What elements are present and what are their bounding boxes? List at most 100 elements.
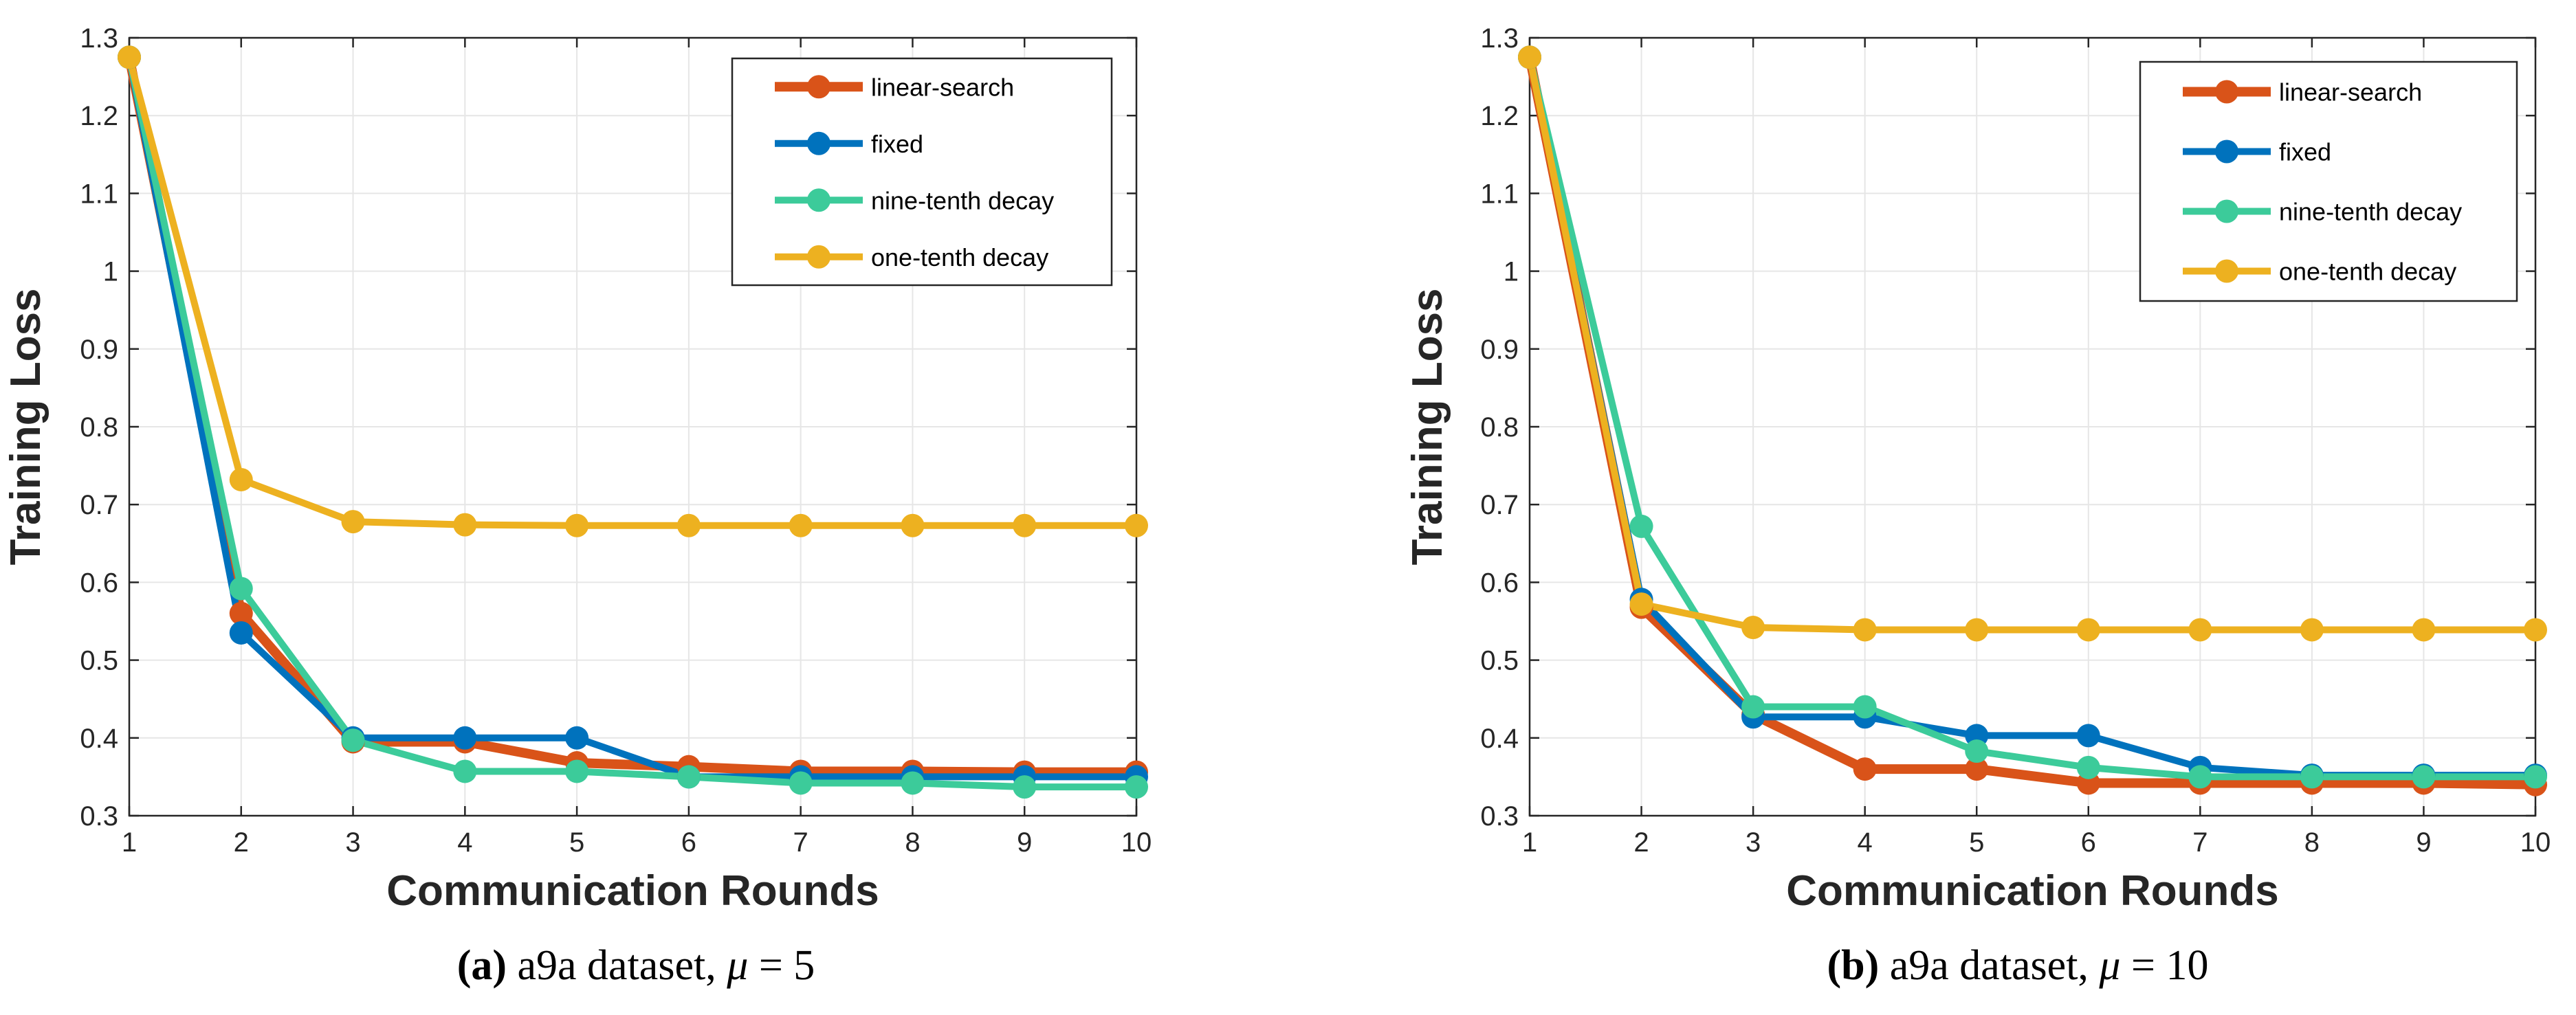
data-point [1741, 695, 1765, 719]
data-point [565, 759, 589, 783]
y-tick-label: 0.4 [1480, 724, 1519, 754]
y-tick-label: 1.2 [80, 101, 118, 131]
caption-a: (a) a9a dataset, μ = 5 [457, 941, 815, 990]
data-point [2300, 618, 2324, 642]
legend-entry: linear-search [2279, 78, 2422, 107]
data-point [2076, 755, 2100, 779]
series-line-2 [126, 54, 1140, 791]
caption-a-letter: (a) [456, 942, 507, 989]
series-line-0 [124, 52, 1141, 777]
data-point [229, 601, 253, 625]
data-point [565, 513, 589, 537]
data-point [789, 771, 813, 795]
data-point [676, 513, 701, 537]
data-point [1853, 695, 1877, 719]
x-tick-label: 5 [1969, 827, 1984, 858]
x-tick-label: 3 [345, 827, 360, 858]
caption-a-mu: μ [727, 942, 749, 989]
legend-entry: fixed [2279, 138, 2331, 166]
caption-b-mu: μ [2099, 942, 2121, 989]
legend: linear-search fixed nine-tenth decay one-te… [731, 57, 1113, 287]
y-tick-label: 0.4 [80, 724, 118, 754]
data-point [118, 45, 141, 69]
y-tick-label: 1.2 [1480, 101, 1519, 131]
caption-b-text: a9a dataset, [1879, 942, 2100, 989]
data-point [1965, 618, 1989, 642]
data-point [1965, 739, 1989, 763]
legend-swatch-marker [807, 188, 830, 212]
x-tick-label: 6 [681, 827, 696, 858]
legend-entry: fixed [871, 130, 923, 158]
x-axis-label: Communication Rounds [1786, 867, 2278, 915]
legend-entry: nine-tenth decay [2279, 198, 2462, 226]
x-tick-label: 10 [1121, 827, 1152, 858]
data-point [565, 726, 589, 750]
y-tick-label: 0.9 [80, 335, 118, 365]
x-tick-label: 9 [1017, 827, 1032, 858]
data-point [901, 513, 925, 537]
data-point [341, 728, 365, 752]
data-point [676, 765, 701, 789]
legend-swatch-marker [2215, 140, 2238, 164]
x-tick-label: 10 [2520, 827, 2551, 858]
legend-swatch-marker [807, 131, 830, 155]
x-tick-label: 2 [1633, 827, 1649, 858]
y-tick-label: 1.3 [80, 23, 118, 54]
data-point [2300, 765, 2324, 789]
data-point [2076, 724, 2100, 748]
data-point [1013, 775, 1037, 799]
data-point [2412, 618, 2436, 642]
legend-entry: nine-tenth decay [871, 186, 1054, 214]
y-tick-label: 0.8 [80, 412, 118, 443]
y-tick-label: 1.1 [1480, 179, 1519, 209]
y-tick-label: 0.7 [80, 490, 118, 520]
data-point [1853, 757, 1877, 781]
x-tick-label: 9 [2416, 827, 2431, 858]
data-point [1741, 616, 1765, 640]
x-tick-label: 4 [457, 827, 472, 858]
series-line-3 [1526, 54, 2539, 634]
data-point [229, 467, 253, 491]
y-axis-label: Training Loss [1404, 288, 1451, 565]
chart-b: 1 2 3 4 5 6 7 8 9 10 0.3 0.4 0.5 0.6 0.7 0.8 0.9 1 1.1 1.2 1… [1404, 23, 2551, 915]
x-tick-label: 8 [2304, 827, 2320, 858]
caption-a-text: a9a dataset, [507, 942, 727, 989]
x-tick-label: 7 [2192, 827, 2208, 858]
data-point [229, 577, 253, 601]
legend-swatch-marker [807, 75, 830, 99]
data-point [1125, 775, 1148, 799]
data-point [1853, 618, 1877, 642]
legend-entry: one-tenth decay [871, 243, 1048, 271]
data-point [2524, 765, 2547, 789]
legend-entry: linear-search [871, 73, 1014, 101]
y-tick-label: 0.5 [1480, 646, 1519, 676]
data-point [2412, 765, 2436, 789]
data-point [1013, 513, 1037, 537]
y-tick-label: 1.3 [1480, 23, 1519, 54]
data-point [1629, 592, 1653, 616]
y-tick-label: 1 [103, 257, 118, 287]
legend-swatch-marker [807, 245, 830, 269]
data-point [2188, 618, 2212, 642]
data-point [1965, 757, 1989, 781]
legend-box [731, 57, 1113, 287]
data-point [453, 513, 477, 537]
data-point [1125, 513, 1148, 537]
x-tick-label: 6 [2081, 827, 2096, 858]
x-tick-label: 1 [122, 827, 137, 858]
data-point [1629, 514, 1653, 538]
y-tick-label: 0.8 [1480, 412, 1519, 443]
x-tick-label: 8 [905, 827, 920, 858]
y-tick-label: 1 [1504, 257, 1519, 287]
legend-swatch-marker [2215, 199, 2238, 223]
y-tick-label: 1.1 [80, 179, 118, 209]
data-point [453, 759, 477, 783]
y-tick-label: 0.7 [1480, 490, 1519, 520]
caption-b-letter: (b) [1827, 942, 1880, 989]
x-tick-label: 3 [1746, 827, 1761, 858]
y-tick-label: 0.3 [80, 801, 118, 832]
y-tick-label: 0.3 [1480, 801, 1519, 832]
legend-swatch-marker [2215, 80, 2238, 104]
data-point [901, 771, 925, 795]
